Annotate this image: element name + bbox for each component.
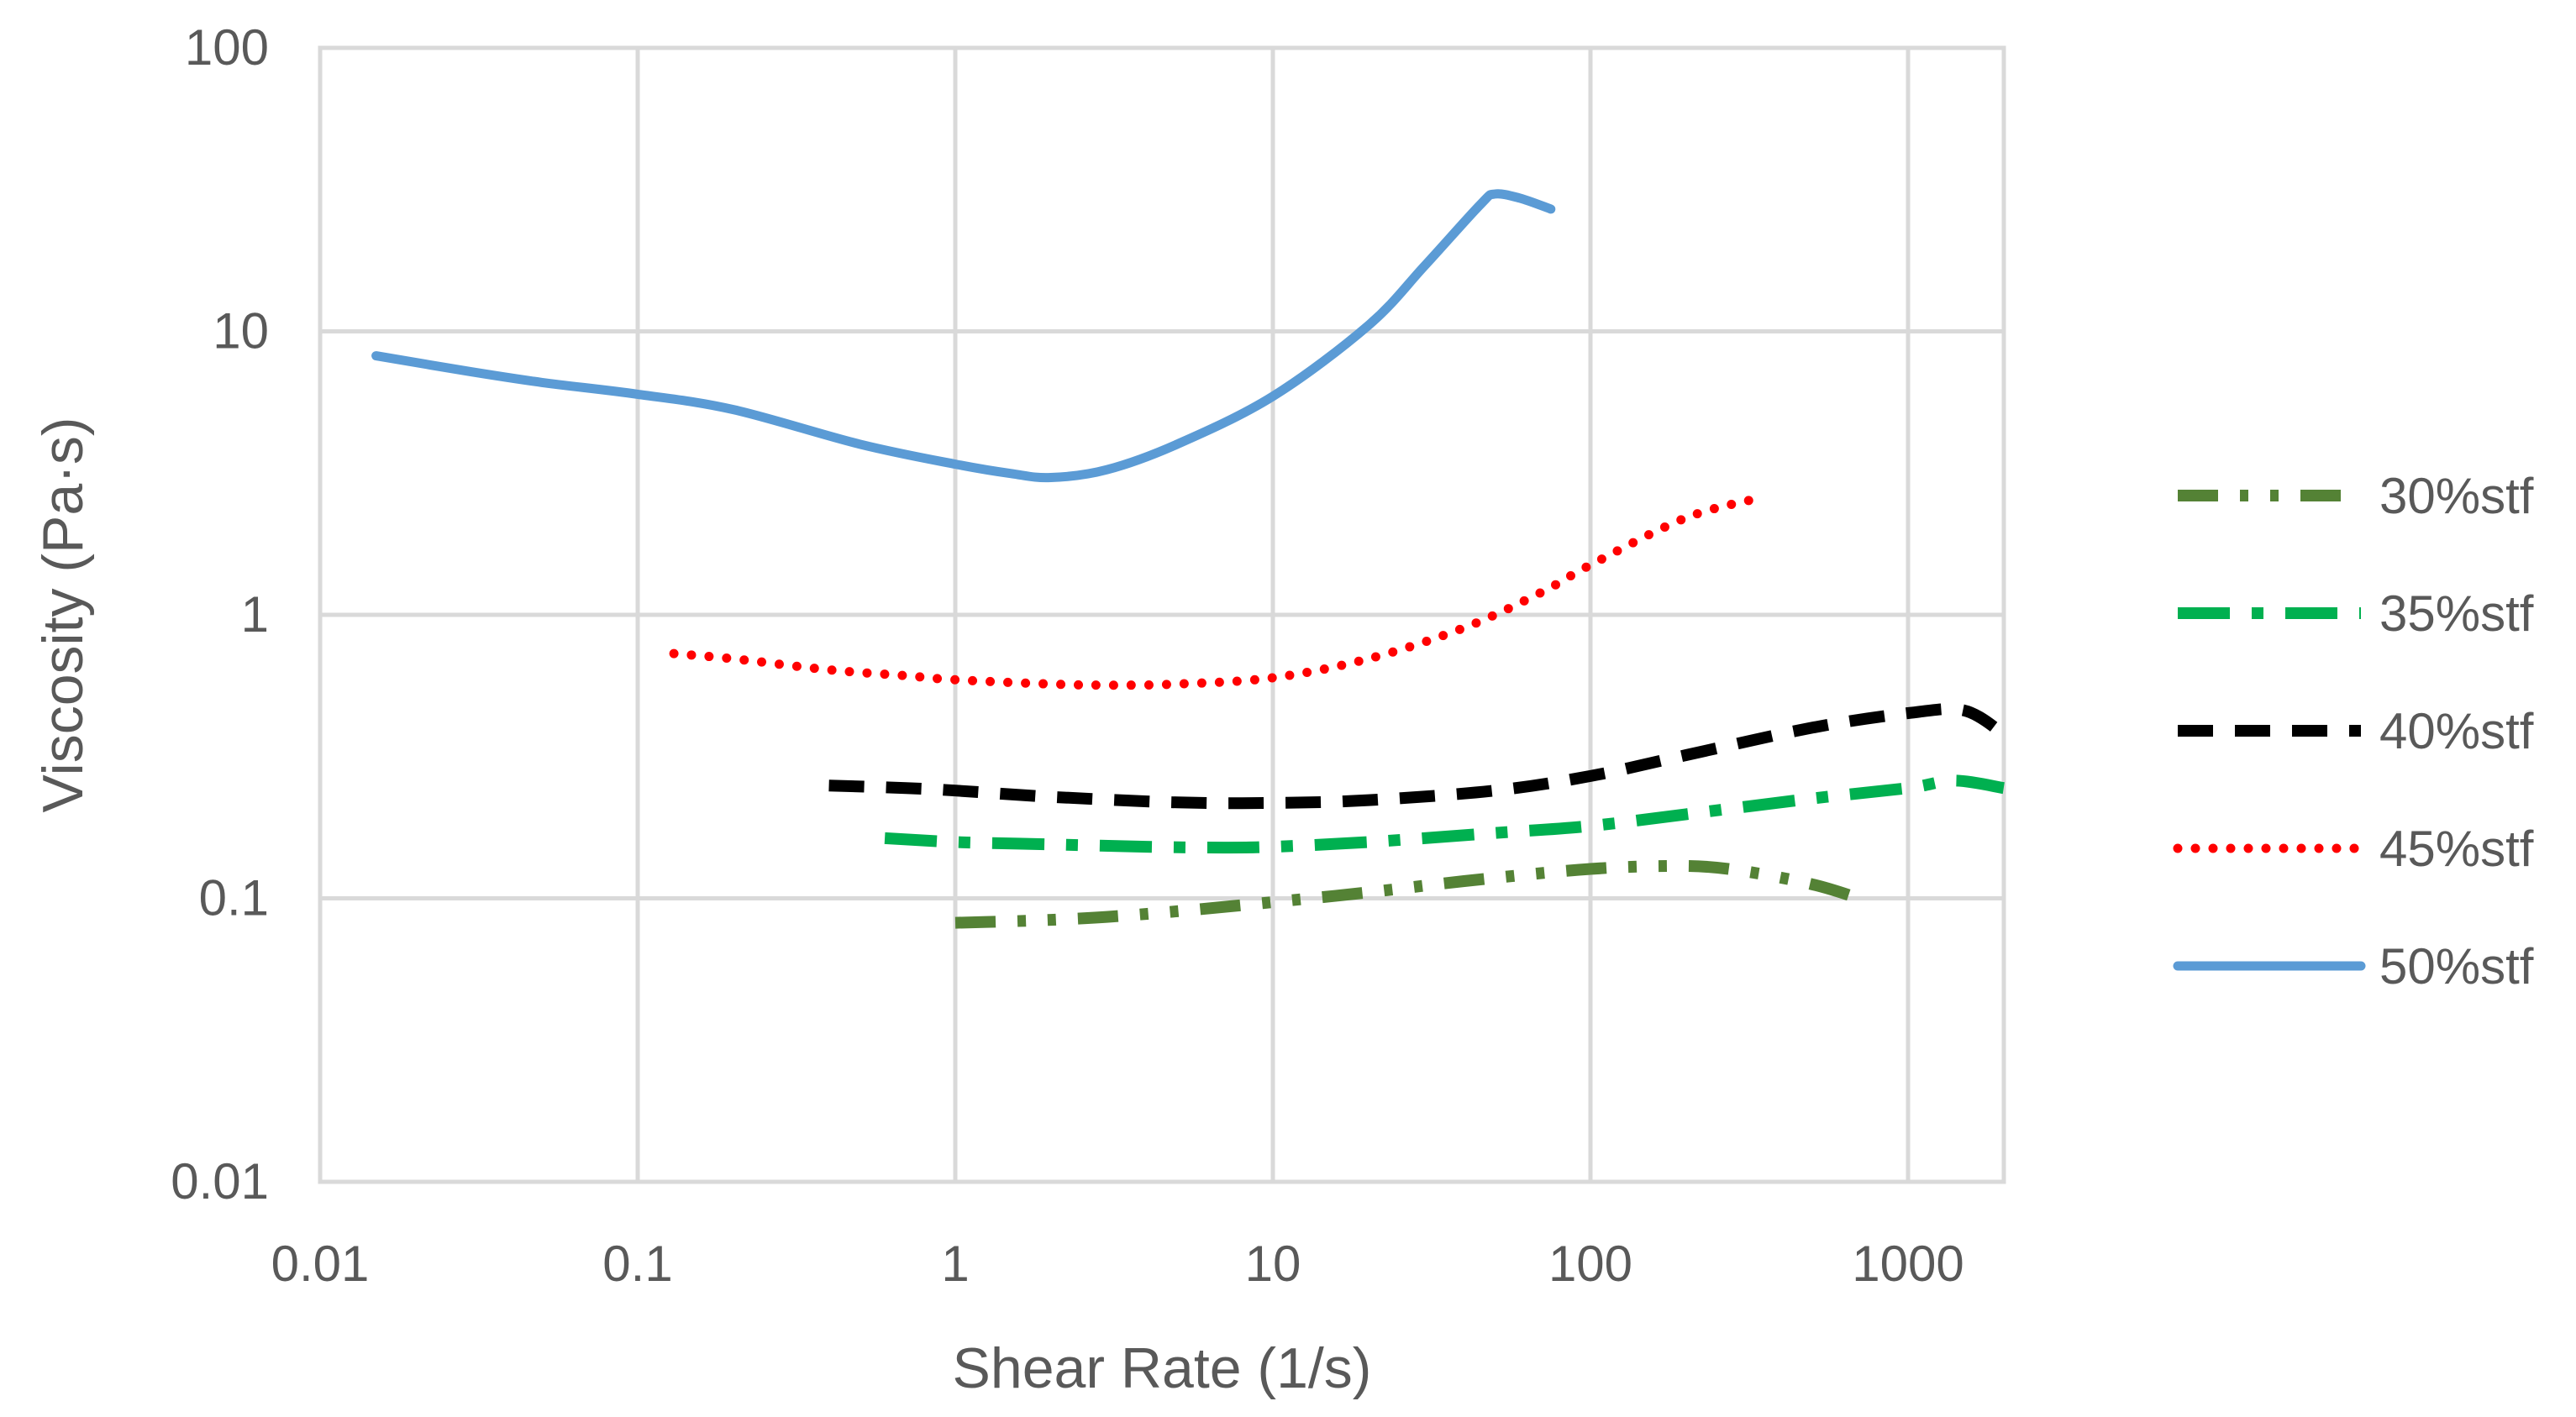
legend-item: 50%stf	[2173, 938, 2534, 995]
series-line-45pctstf	[669, 492, 1769, 690]
legend-item: 40%stf	[2178, 703, 2534, 759]
legend: 30%stf 35%stf 40%stf 45%stf 50%stf	[2173, 468, 2534, 995]
plot-area-frame	[318, 45, 2006, 1184]
x-tick-label: 0.01	[271, 1236, 370, 1292]
legend-label: 50%stf	[2379, 938, 2534, 995]
legend-label: 40%stf	[2379, 703, 2534, 759]
x-tick-label: 100	[1548, 1236, 1632, 1292]
legend-label: 30%stf	[2379, 468, 2534, 524]
y-axis-tick-labels: 0.01 0.1 1 10 100	[171, 19, 269, 1210]
y-tick-label: 0.1	[199, 870, 269, 926]
series-lines	[371, 189, 2007, 929]
x-axis-title: Shear Rate (1/s)	[953, 1336, 1372, 1400]
y-tick-label: 0.01	[171, 1153, 269, 1210]
legend-item: 35%stf	[2178, 585, 2534, 642]
series-line-40pctstf	[828, 703, 2007, 810]
y-tick-label: 100	[185, 19, 269, 76]
y-axis-title: Viscosity (Pa·s)	[31, 417, 95, 812]
x-tick-label: 1000	[1852, 1236, 1964, 1292]
legend-item: 45%stf	[2173, 821, 2534, 877]
y-tick-label: 10	[213, 303, 269, 359]
series-line-35pctstf	[884, 774, 2005, 854]
series-line-30pctstf	[954, 859, 1861, 929]
x-axis-tick-labels: 0.01 0.1 1 10 100 1000	[271, 1236, 1964, 1292]
x-tick-label: 10	[1245, 1236, 1301, 1292]
legend-label: 35%stf	[2379, 585, 2534, 642]
legend-label: 45%stf	[2379, 821, 2534, 877]
x-tick-label: 0.1	[602, 1236, 672, 1292]
horizontal-gridlines	[320, 329, 2004, 900]
y-tick-label: 1	[241, 586, 269, 643]
legend-item: 30%stf	[2178, 468, 2534, 524]
series-line-50pctstf	[371, 189, 1556, 483]
x-tick-label: 1	[941, 1236, 969, 1292]
